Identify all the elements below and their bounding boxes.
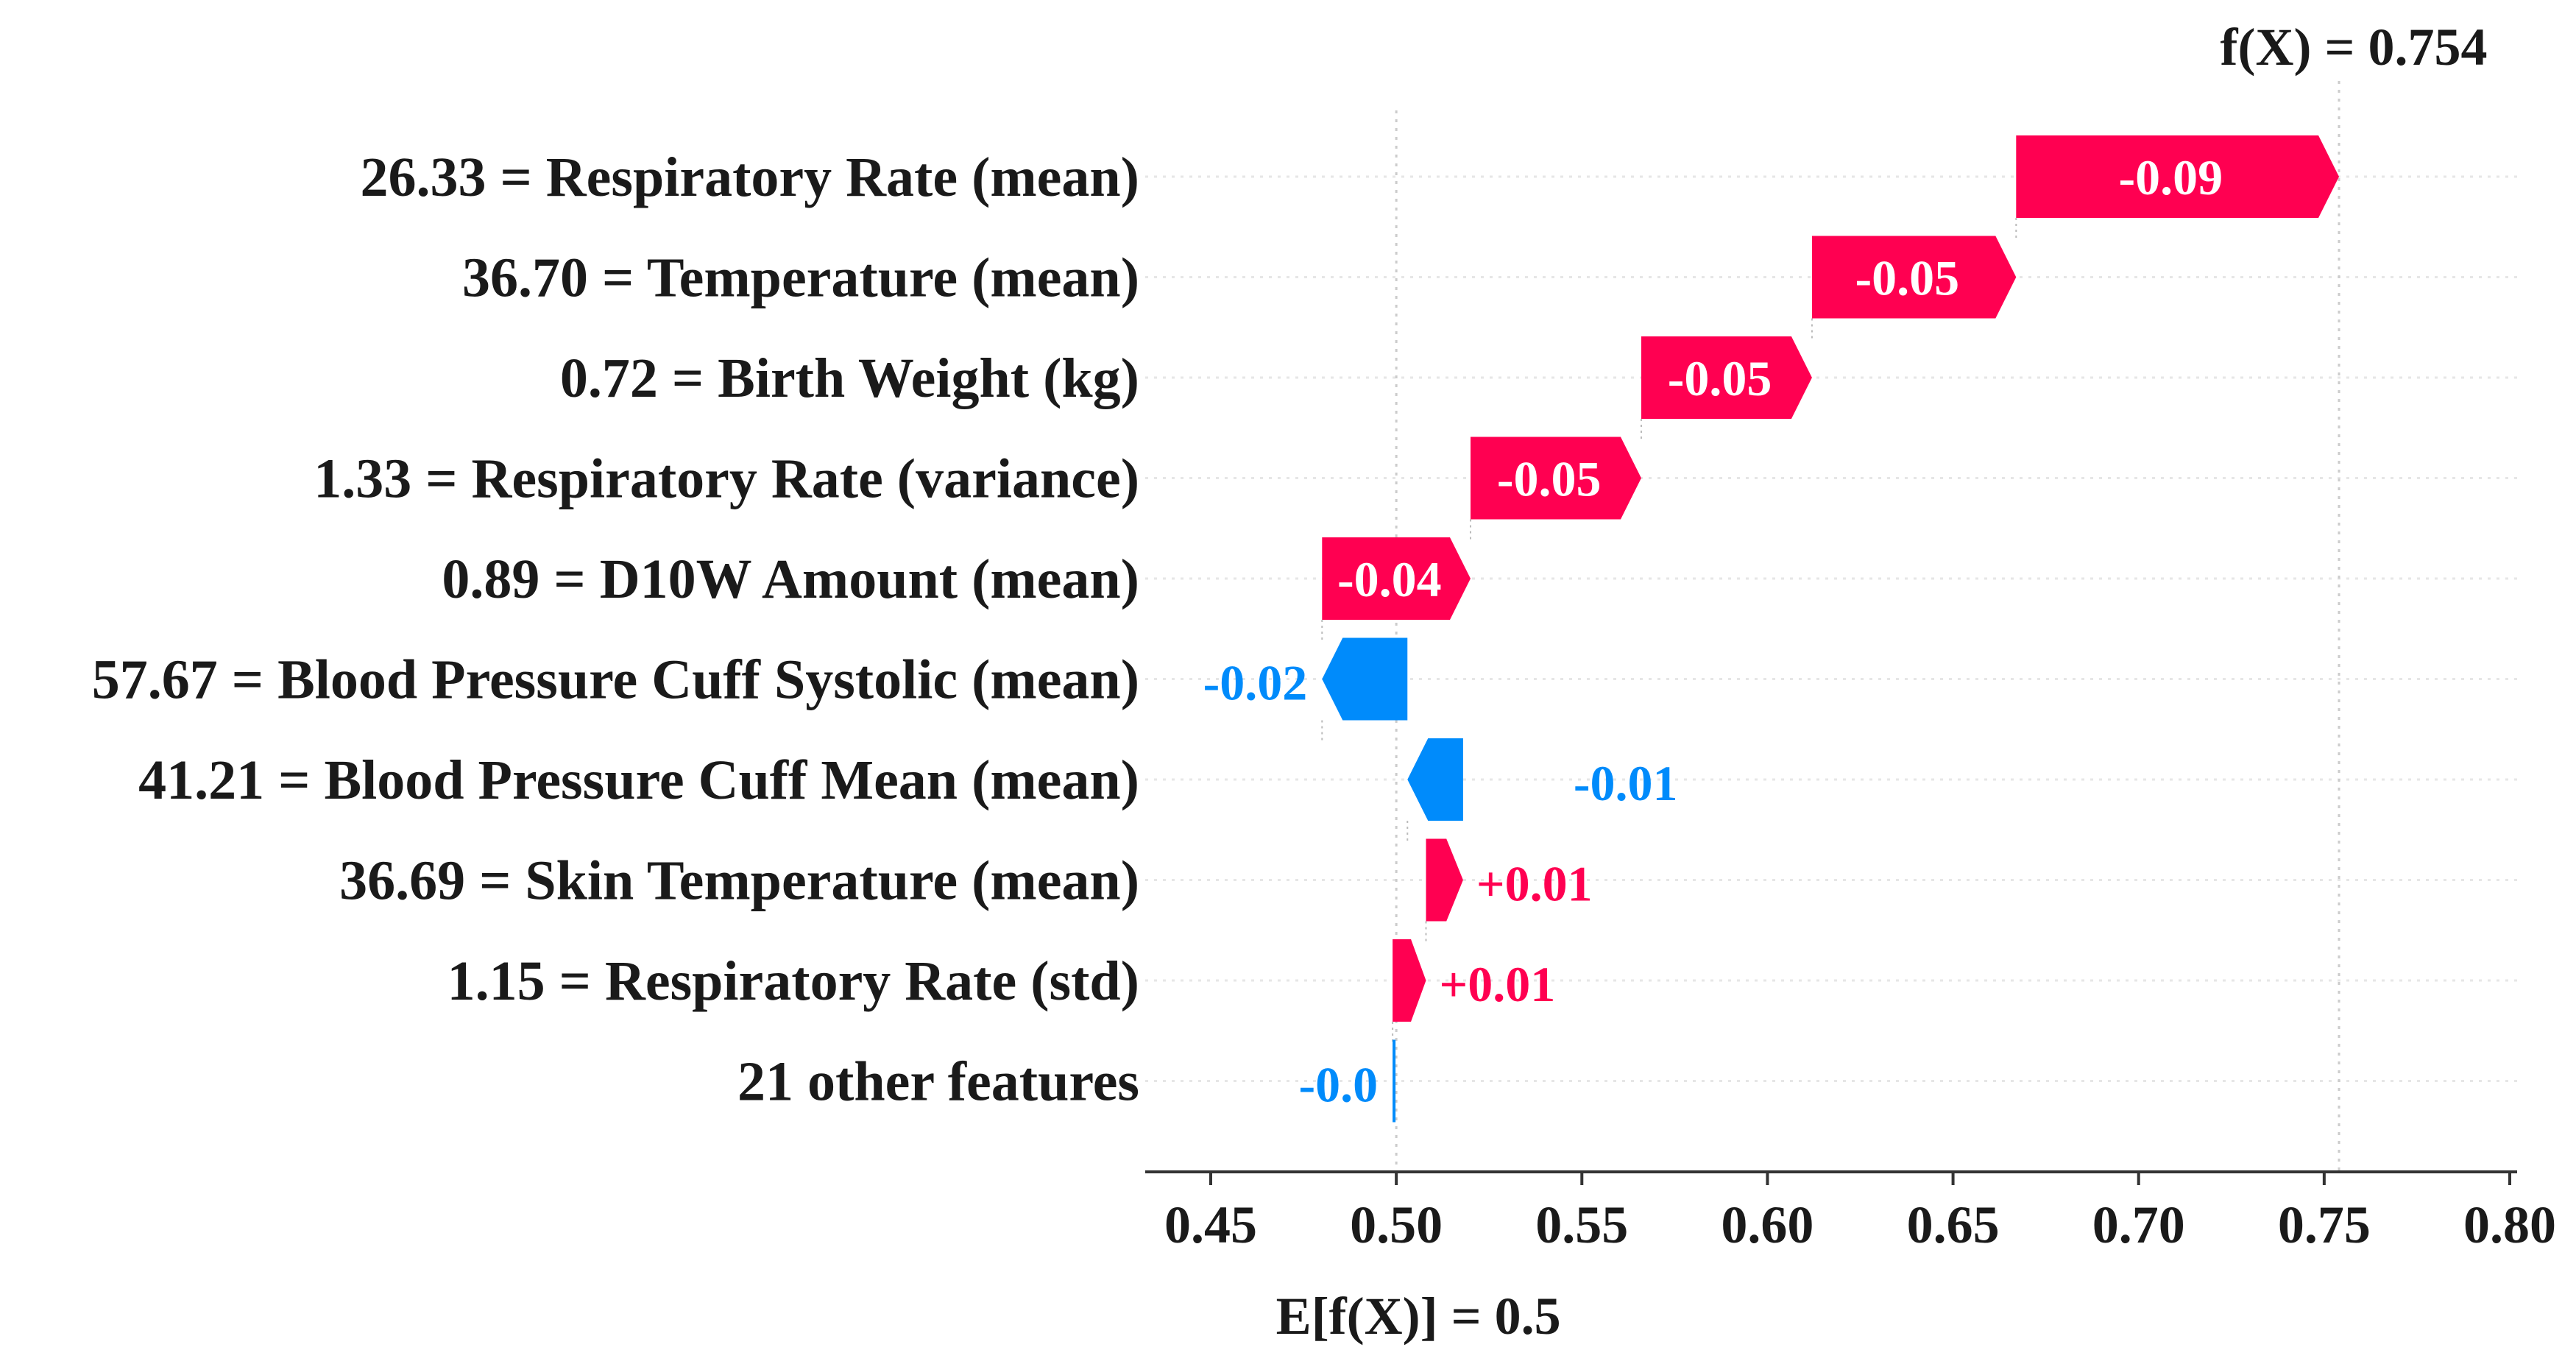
bar-value-label: -0.0 (1298, 1057, 1378, 1113)
feature-label: 36.69 = Skin Temperature (mean) (339, 850, 1139, 912)
feature-labels: 26.33 = Respiratory Rate (mean) 36.70 = T… (92, 146, 1139, 1113)
bar-value-label: -0.04 (1337, 551, 1442, 607)
x-tick-label: 0.50 (1350, 1195, 1443, 1254)
feature-bar (1322, 537, 1471, 620)
feature-label: 1.33 = Respiratory Rate (variance) (314, 448, 1139, 510)
output-value-label: f(X) = 0.754 (2221, 18, 2488, 77)
feature-label: 36.70 = Temperature (mean) (462, 247, 1139, 309)
feature-bar (2016, 135, 2340, 218)
bar-value-label: -0.02 (1203, 655, 1308, 711)
bar-value-label: -0.05 (1497, 451, 1602, 507)
feature-label: 0.72 = Birth Weight (kg) (560, 347, 1139, 409)
bar-value-label: +0.01 (1439, 956, 1555, 1012)
feature-label: 57.67 = Blood Pressure Cuff Systolic (me… (92, 649, 1139, 711)
x-axis: 0.45 0.50 0.55 0.60 0.65 0.70 0.75 0.80 (1145, 1170, 2556, 1254)
x-tick-label: 0.60 (1721, 1195, 1814, 1254)
bar-value-label: -0.01 (1574, 755, 1678, 811)
feature-label: 26.33 = Respiratory Rate (mean) (360, 146, 1139, 208)
feature-label: 21 other features (737, 1051, 1139, 1113)
bar-value-label: -0.09 (2119, 149, 2223, 205)
base-value-label: E[f(X)] = 0.5 (1276, 1287, 1561, 1346)
bar-value-label: +0.01 (1476, 856, 1593, 912)
feature-bar (1393, 939, 1426, 1022)
x-tick-label: 0.80 (2463, 1195, 2556, 1254)
feature-bar (1641, 336, 1812, 419)
feature-label: 1.15 = Respiratory Rate (std) (447, 950, 1139, 1012)
feature-bar (1811, 236, 2017, 319)
x-tick-label: 0.75 (2278, 1195, 2371, 1254)
x-tick-label: 0.70 (2092, 1195, 2185, 1254)
feature-bar (1407, 738, 1463, 821)
feature-bar (1426, 838, 1463, 922)
feature-bars: -0.09 -0.05 -0.05 -0.05 -0.04 -0.02 -0.01 +0.01… (1203, 135, 2340, 1123)
feature-bar (1322, 637, 1408, 721)
bar-value-label: -0.05 (1855, 250, 1959, 306)
x-tick-label: 0.65 (1907, 1195, 2000, 1254)
feature-label: 41.21 = Blood Pressure Cuff Mean (mean) (138, 749, 1139, 811)
x-tick-label: 0.55 (1535, 1195, 1628, 1254)
bar-value-label: -0.05 (1668, 350, 1772, 406)
x-tick-label: 0.45 (1164, 1195, 1257, 1254)
feature-label: 0.89 = D10W Amount (mean) (442, 548, 1139, 610)
feature-bar (1393, 1039, 1396, 1123)
feature-bar (1471, 437, 1641, 520)
